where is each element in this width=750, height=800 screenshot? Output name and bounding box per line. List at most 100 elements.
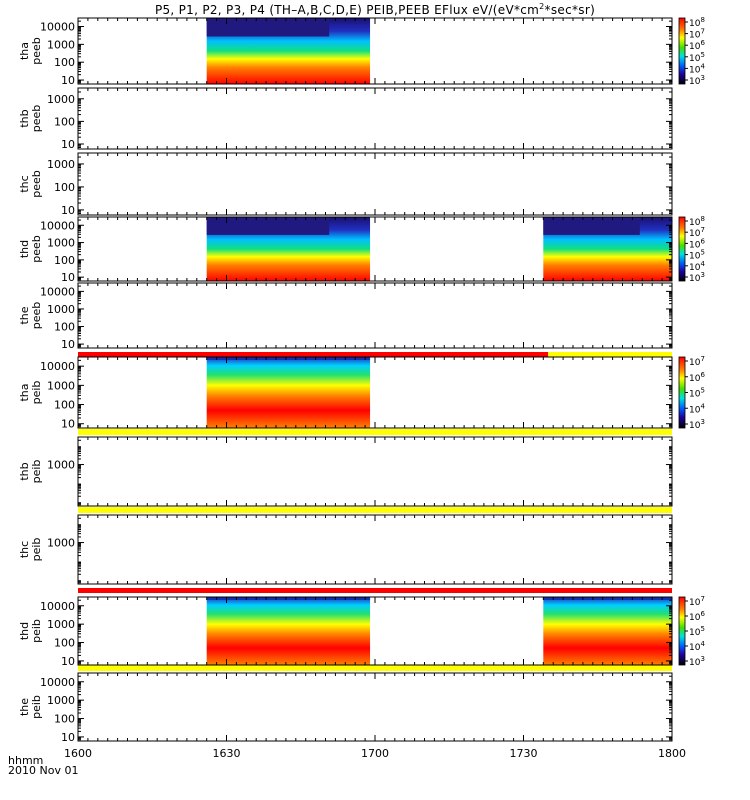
y-tick-label: 100	[54, 399, 75, 412]
y-tick-label: 10	[61, 655, 75, 668]
colorbar-tick-label: 107	[689, 355, 705, 368]
title-prefix: P5, P1, P2, P3, P4 (TH–A,B,C,D,E) PEIB,P…	[154, 3, 540, 17]
panel-label-probe: thd	[18, 240, 31, 258]
colorbar-tick-label: 106	[689, 371, 705, 384]
y-tick-label: 1000	[47, 537, 75, 550]
y-tick-label: 10	[61, 731, 75, 744]
colorbar-tick-label: 105	[689, 625, 705, 638]
spectrogram-noise	[543, 597, 672, 600]
panel-label-probe: tha	[18, 383, 31, 401]
panel-label-probe: thc	[18, 175, 31, 192]
panel-label-product: peib	[30, 619, 43, 643]
status-bar-segment	[78, 665, 672, 671]
time-tick-label: 1600	[64, 747, 92, 760]
y-tick-label: 10	[61, 204, 75, 217]
panel-label-product: peib	[30, 538, 43, 562]
colorbar-tick-label: 103	[689, 74, 705, 87]
panel-label-product: peeb	[30, 37, 43, 65]
colorbar-tick-label: 107	[689, 28, 705, 41]
status-bar-segment	[78, 429, 672, 435]
y-tick-label: 10000	[40, 21, 75, 34]
status-bar-segment	[78, 507, 672, 513]
panel-thb-peib: 1000 thb peib	[18, 436, 673, 507]
panel-label-product: peeb	[30, 170, 43, 198]
time-tick-label: 1630	[213, 747, 241, 760]
spectrogram-noise	[206, 18, 330, 37]
colorbar-tick-label: 104	[689, 260, 705, 273]
status-bar-segment	[78, 352, 549, 357]
date-text: 2010 Nov 01	[8, 764, 79, 777]
colorbar-tick-label: 103	[689, 271, 705, 284]
panel-frame	[77, 282, 673, 349]
panel-thd-peib: 10000 1000 100 10 thd peib 107 106 105 104 103	[18, 595, 705, 668]
panel-label-product: peib	[30, 381, 43, 405]
spectrogram-noise	[206, 357, 371, 360]
date-label: hhmm 2010 Nov 01	[8, 754, 79, 777]
colorbar	[678, 596, 686, 666]
panel-label-probe: tha	[18, 42, 31, 60]
colorbar-tick-label: 108	[689, 215, 705, 228]
y-tick-label: 10000	[40, 285, 75, 298]
colorbar-tick-label: 105	[689, 249, 705, 262]
y-tick-label: 100	[54, 56, 75, 69]
panel-frame	[77, 356, 673, 429]
time-tick-label: 1800	[658, 747, 686, 760]
status-bar-segment	[78, 588, 672, 593]
spectrogram-block	[206, 357, 371, 428]
y-tick-label: 100	[54, 181, 75, 194]
y-tick-label: 10	[61, 418, 75, 431]
y-tick-label: 1000	[47, 237, 75, 250]
y-tick-label: 1000	[47, 38, 75, 51]
y-tick-label: 100	[54, 713, 75, 726]
panel-thc-peeb: 1000 100 10 thc peeb	[18, 152, 673, 217]
y-tick-label: 10000	[40, 600, 75, 613]
colorbar-tick-label: 105	[689, 387, 705, 400]
panel-label-probe: thd	[18, 622, 31, 640]
y-tick-label: 10000	[40, 219, 75, 232]
y-tick-label: 10	[61, 271, 75, 284]
colorbar-tick-label: 103	[689, 655, 705, 668]
colorbar-tick-label: 104	[689, 640, 705, 653]
time-tick-label: 1700	[361, 747, 389, 760]
spectrogram-noise	[206, 597, 371, 600]
colorbar-tick-label: 105	[689, 51, 705, 64]
spectrogram-noise	[543, 217, 640, 235]
panel-frame	[77, 87, 673, 150]
time-tick-label: 1730	[510, 747, 538, 760]
y-tick-label: 10	[61, 138, 75, 151]
y-tick-label: 1000	[47, 459, 75, 472]
panel-label-product: peeb	[30, 105, 43, 133]
title-sup: 2	[539, 2, 545, 11]
panel-frame	[77, 672, 673, 742]
chart-title: P5, P1, P2, P3, P4 (TH–A,B,C,D,E) PEIB,P…	[0, 2, 750, 17]
panel-thc-peib: 1000 thc peib	[18, 514, 673, 585]
y-tick-label: 1000	[47, 618, 75, 631]
colorbar-tick-label: 104	[689, 62, 705, 75]
y-tick-label: 10	[61, 338, 75, 351]
status-bar-segment	[548, 352, 672, 357]
panel-label-probe: thb	[18, 109, 31, 127]
panel-frame	[77, 17, 673, 85]
y-tick-label: 100	[54, 637, 75, 650]
y-tick-label: 1000	[47, 694, 75, 707]
colorbar-tick-label: 106	[689, 610, 705, 623]
y-tick-label: 10	[61, 74, 75, 87]
spectrogram-block	[206, 597, 371, 665]
colorbar-tick-label: 107	[689, 226, 705, 239]
colorbar-tick-label: 106	[689, 237, 705, 250]
panel-label-product: peib	[30, 460, 43, 484]
time-axis-label: hhmm	[8, 754, 44, 767]
panel-thb-peeb: 1000 100 10 thb peeb	[18, 87, 673, 151]
y-tick-label: 100	[54, 115, 75, 128]
colorbar-tick-label: 103	[689, 418, 705, 431]
panel-label-product: peeb	[30, 302, 43, 330]
colorbar-tick-label: 106	[689, 39, 705, 52]
panel-frame	[77, 436, 673, 507]
panel-label-probe: thb	[18, 462, 31, 480]
panel-label-probe: the	[18, 306, 31, 324]
panel-frame	[77, 152, 673, 216]
y-tick-label: 1000	[47, 93, 75, 106]
